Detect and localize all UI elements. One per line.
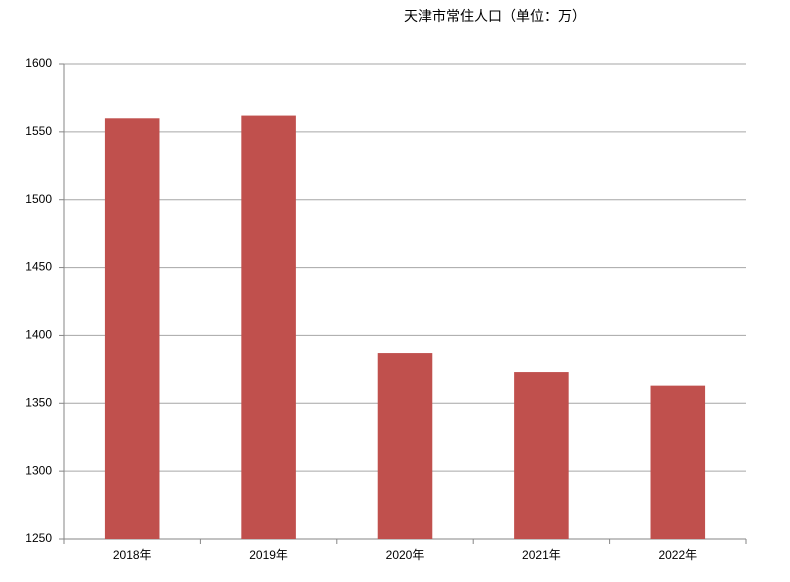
y-tick-label: 1450 <box>25 260 52 274</box>
x-tick-label: 2018年 <box>113 548 152 562</box>
x-tick-label: 2019年 <box>249 548 288 562</box>
y-tick-label: 1550 <box>25 124 52 138</box>
y-tick-label: 1350 <box>25 395 52 409</box>
y-tick-label: 1600 <box>25 56 52 70</box>
bar <box>377 353 433 539</box>
y-tick-label: 1300 <box>25 463 52 477</box>
y-tick-label: 1250 <box>25 531 52 545</box>
bar <box>650 385 706 539</box>
chart-title: 天津市常住人口（单位：万） <box>404 8 586 25</box>
y-tick-label: 1400 <box>25 328 52 342</box>
x-tick-label: 2021年 <box>522 548 561 562</box>
x-tick-label: 2022年 <box>658 548 697 562</box>
x-tick-label: 2020年 <box>386 548 425 562</box>
bar <box>514 372 569 539</box>
y-tick-label: 1500 <box>25 192 52 206</box>
bar <box>104 118 160 540</box>
bar <box>241 115 296 540</box>
